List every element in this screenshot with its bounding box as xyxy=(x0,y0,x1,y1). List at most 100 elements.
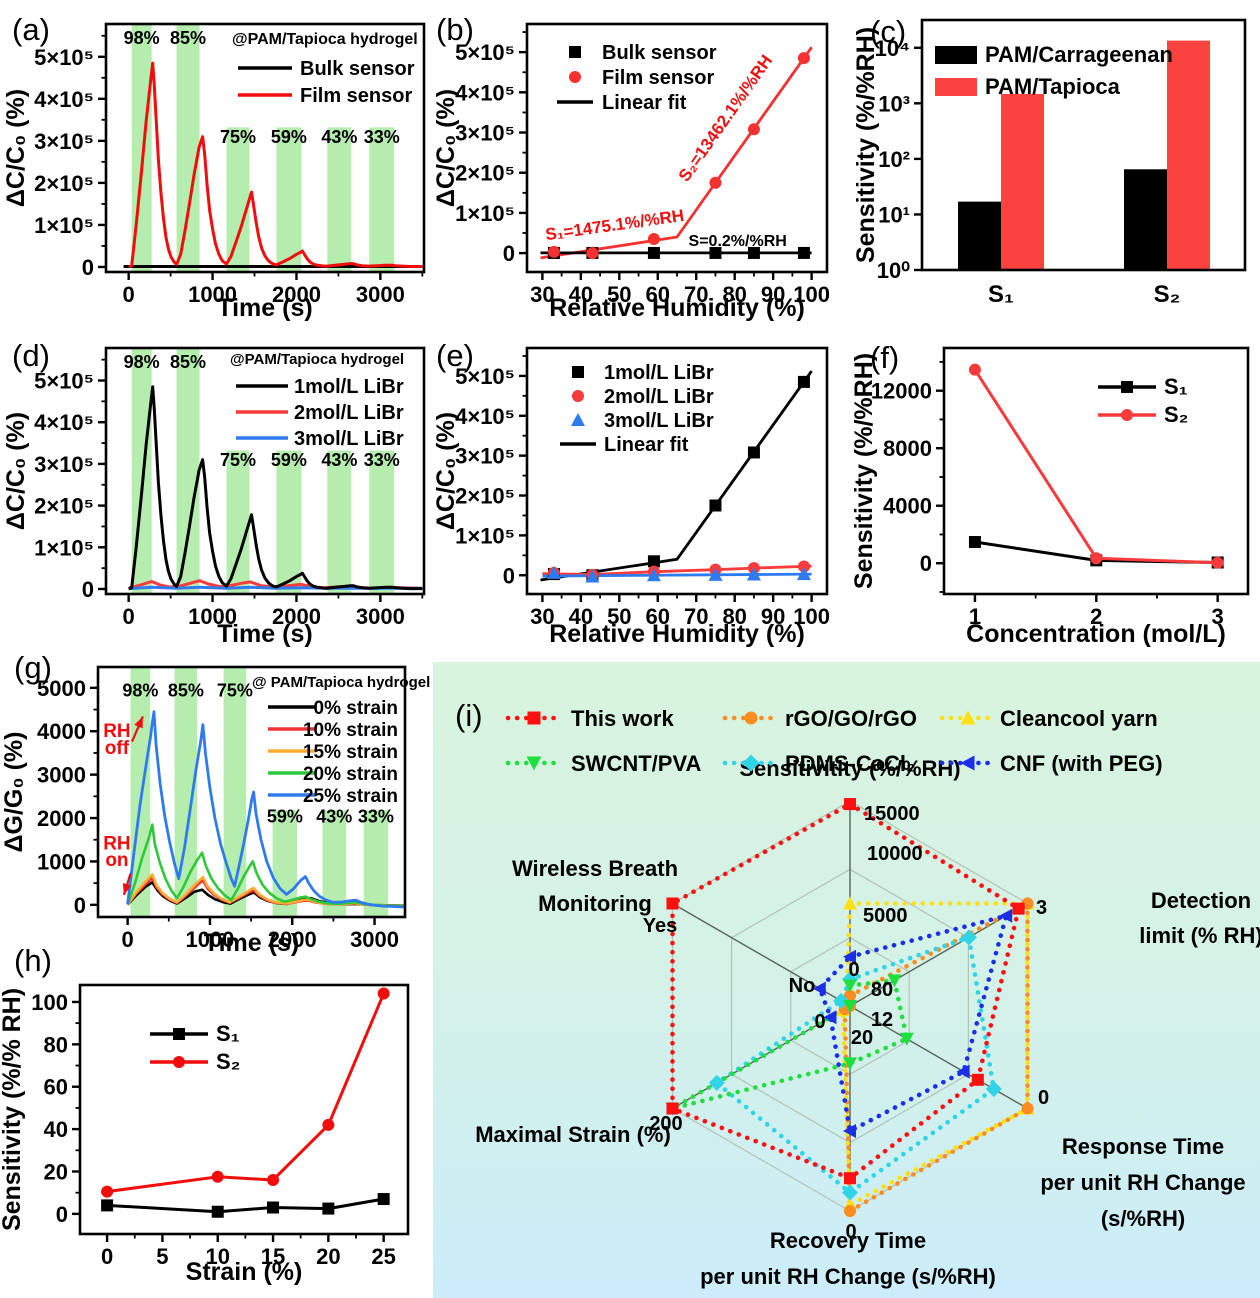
svg-text:3×10⁵: 3×10⁵ xyxy=(34,129,94,154)
svg-text:S₁: S₁ xyxy=(988,281,1014,308)
svg-text:This work: This work xyxy=(571,706,674,731)
svg-text:limit (% RH): limit (% RH) xyxy=(1139,923,1260,948)
svg-text:0% strain: 0% strain xyxy=(314,698,398,719)
svg-text:3×10⁵: 3×10⁵ xyxy=(34,452,94,477)
svg-text:Recovery Time: Recovery Time xyxy=(770,1228,926,1253)
svg-text:1: 1 xyxy=(969,604,981,629)
svg-text:Time (s): Time (s) xyxy=(217,294,312,322)
panel-e-libr-humidity-response: (e) 30 40 50 60 70 80 90 100 0 1×10⁵ 2×10⁵ 3×10⁵ 4×1… xyxy=(430,322,860,650)
series-1mol-LiBr xyxy=(128,385,423,591)
svg-text:10000: 10000 xyxy=(867,843,923,865)
rh-band xyxy=(176,24,200,272)
svg-text:75%: 75% xyxy=(220,127,256,147)
svg-text:40: 40 xyxy=(569,282,593,307)
svg-text:10²: 10² xyxy=(878,147,910,172)
svg-text:Film sensor: Film sensor xyxy=(300,85,412,107)
plot-frame xyxy=(920,18,1247,272)
svg-text:Linear fit: Linear fit xyxy=(604,434,689,456)
svg-text:10% strain: 10% strain xyxy=(303,720,398,741)
svg-text:0: 0 xyxy=(122,927,134,952)
svg-text:Time (s): Time (s) xyxy=(217,620,312,648)
legend-swatch xyxy=(935,78,977,96)
svg-text:50: 50 xyxy=(607,604,631,629)
svg-text:Detection: Detection xyxy=(1151,888,1251,913)
svg-text:80: 80 xyxy=(722,282,746,307)
bar-PAM/Carrageenan xyxy=(1124,169,1167,270)
chart-b: 30 40 50 60 70 80 90 100 0 1×10⁵ 2×10⁵ 3×10⁵ 4×10⁵ 5×… xyxy=(432,22,830,322)
svg-text:85%: 85% xyxy=(168,681,204,701)
panel-h-strain-sensitivity: (h) 0 5 10 15 20 25 0 20 40 60 80 100 Strain (%) Sens… xyxy=(0,945,445,1298)
svg-text:S₂: S₂ xyxy=(1154,281,1181,308)
rh-band xyxy=(327,127,352,273)
svg-text:5×10⁵: 5×10⁵ xyxy=(34,45,94,70)
svg-text:10¹: 10¹ xyxy=(878,202,910,227)
svg-text:200: 200 xyxy=(649,1113,682,1135)
panel-d-libr-time-response: (d) 98% 85% 75% 59% 43% 33% 0 1000 2000 3000 0 1×10… xyxy=(0,322,430,650)
svg-text:10³: 10³ xyxy=(878,91,910,116)
svg-text:1mol/L LiBr: 1mol/L LiBr xyxy=(604,362,714,384)
svg-text:ΔC/C₀ (%): ΔC/C₀ (%) xyxy=(2,89,30,207)
svg-text:5×10⁵: 5×10⁵ xyxy=(34,369,94,394)
svg-text:25% strain: 25% strain xyxy=(303,786,398,807)
chart-d: 98% 85% 75% 59% 43% 33% 0 1000 2000 3000 0 1×10⁵ 2×1… xyxy=(2,346,426,648)
panel-i-radar-comparison: (i) 15000 10000 5000 0 80 12 20 0 No 3 0 0 200 Yes Sen… xyxy=(433,662,1260,1298)
svg-text:20: 20 xyxy=(44,1159,68,1184)
svg-text:40: 40 xyxy=(44,1117,68,1142)
radar-spoke xyxy=(849,902,1028,1007)
rh-band xyxy=(363,810,389,917)
svg-text:5000: 5000 xyxy=(863,905,908,927)
chart-c: 10⁰ 10¹ 10² 10³ 10⁴ S₁ S₂ Sensitivity (%/%RH) PA… xyxy=(852,18,1247,308)
plot-frame xyxy=(104,346,426,596)
svg-text:59%: 59% xyxy=(271,450,307,470)
chart-i: 1500010000500008012200No300200YesSensiti… xyxy=(475,706,1260,1289)
rh-band xyxy=(322,810,347,917)
svg-text:80: 80 xyxy=(44,1032,68,1057)
chart-a: 98% 85% 75% 59% 43% 33% 0 1000 2000 3000 0 1×10⁵ 2×1… xyxy=(2,22,426,322)
svg-text:1×10⁵: 1×10⁵ xyxy=(455,201,515,226)
rh-band xyxy=(276,450,302,594)
svg-text:3mol/L LiBr: 3mol/L LiBr xyxy=(604,410,714,432)
svg-text:Maximal Strain (%): Maximal Strain (%) xyxy=(475,1122,671,1147)
svg-text:Cleancool yarn: Cleancool yarn xyxy=(1000,706,1158,731)
svg-text:4×10⁵: 4×10⁵ xyxy=(455,404,515,429)
panel-c-sensitivity-bars: (c) 10⁰ 10¹ 10² 10³ 10⁴ S₁ S₂ Sensitivity (%/%R… xyxy=(852,0,1260,322)
svg-text:2×10⁵: 2×10⁵ xyxy=(34,171,94,196)
svg-text:Relative Humidity (%): Relative Humidity (%) xyxy=(549,294,805,322)
legend-swatch xyxy=(935,46,977,64)
svg-text:per unit RH Change: per unit RH Change xyxy=(1040,1170,1245,1195)
rh-band xyxy=(130,667,151,917)
svg-text:Relative Humidity (%): Relative Humidity (%) xyxy=(549,620,805,648)
svg-text:2000: 2000 xyxy=(268,927,317,952)
svg-text:Response Time: Response Time xyxy=(1062,1134,1224,1159)
svg-text:2000: 2000 xyxy=(272,604,321,629)
rh-band xyxy=(369,450,395,594)
svg-text:3: 3 xyxy=(1036,897,1047,919)
series-S1 xyxy=(107,1197,384,1214)
svg-text:59%: 59% xyxy=(267,806,303,826)
svg-text:ΔC/C₀ (%): ΔC/C₀ (%) xyxy=(432,412,460,530)
panel-label-h: (h) xyxy=(14,943,52,978)
chart-e: 30 40 50 60 70 80 90 100 0 1×10⁵ 2×10⁵ 3×10⁵ 4×10⁵ 5×… xyxy=(432,346,830,648)
rh-band xyxy=(226,450,250,594)
svg-text:0: 0 xyxy=(814,1011,825,1033)
svg-text:Sensitivitity (%/%RH): Sensitivitity (%/%RH) xyxy=(739,756,960,781)
svg-text:Sensitivity (%/%RH): Sensitivity (%/%RH) xyxy=(852,27,880,263)
svg-text:0: 0 xyxy=(920,551,932,576)
svg-text:90: 90 xyxy=(761,604,785,629)
svg-text:12000: 12000 xyxy=(871,379,932,404)
rh-band xyxy=(176,348,200,594)
svg-text:25: 25 xyxy=(371,1244,395,1269)
svg-text:0: 0 xyxy=(123,604,135,629)
svg-text:0: 0 xyxy=(845,1221,856,1243)
svg-text:60: 60 xyxy=(646,282,670,307)
svg-text:0: 0 xyxy=(56,1202,68,1227)
svg-text:2: 2 xyxy=(1090,604,1102,629)
svg-text:PAM/Carrageenan: PAM/Carrageenan xyxy=(985,42,1173,67)
svg-text:5: 5 xyxy=(156,1244,168,1269)
svg-text:20% strain: 20% strain xyxy=(303,764,398,785)
panel-label-b: (b) xyxy=(436,12,474,47)
svg-text:3000: 3000 xyxy=(37,763,86,788)
svg-text:Bulk sensor: Bulk sensor xyxy=(300,58,415,80)
svg-text:@PAM/Tapioca hydrogel: @PAM/Tapioca hydrogel xyxy=(230,351,404,368)
plot-frame xyxy=(78,983,410,1236)
